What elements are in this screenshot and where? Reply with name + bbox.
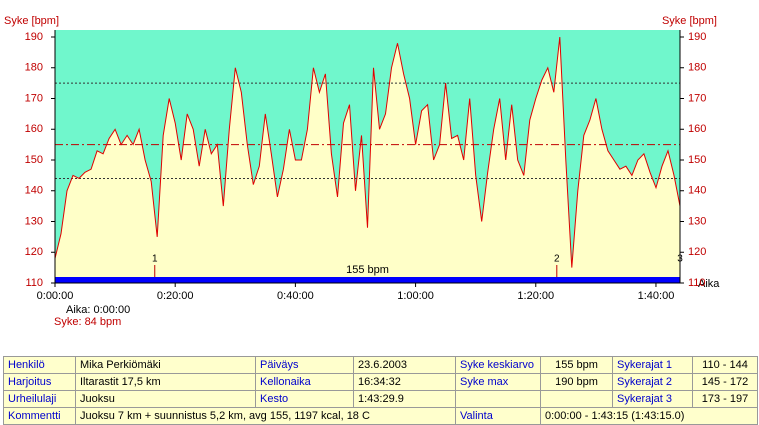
cell: 1:43:29.9 [353, 390, 456, 408]
cell: 145 - 172 [692, 373, 758, 391]
y-tick-label: 170 [25, 92, 43, 104]
y2-tick-label: 170 [688, 92, 706, 104]
cell: 16:34:32 [353, 373, 456, 391]
y2-tick-label: 140 [688, 185, 706, 197]
average-label: 155 bpm [346, 264, 389, 276]
cell [455, 390, 541, 408]
cell: Iltarastit 17,5 km [75, 373, 256, 391]
cursor-time: Aika: 0:00:00 [66, 304, 130, 316]
y-tick-label: 110 [25, 277, 43, 289]
y2-tick-label: 130 [688, 215, 706, 227]
cell: Urheilulaji [3, 390, 76, 408]
x-tick-label: 1:40:00 [638, 290, 675, 302]
cell: Syke max [455, 373, 541, 391]
y2-tick-label: 190 [688, 31, 706, 43]
cell: Kesto [255, 390, 354, 408]
cell: 155 bpm [540, 356, 613, 374]
cell: Sykerajat 3 [612, 390, 693, 408]
lap-label: 1 [152, 254, 158, 265]
y-tick-label: 130 [25, 215, 43, 227]
info-table: Henkilö Mika Perkiömäki Päiväys 23.6.2003 … [3, 356, 758, 425]
cell: Syke keskiarvo [455, 356, 541, 374]
x-tick-label: 0:00:00 [37, 290, 74, 302]
x-tick-label: 0:40:00 [277, 290, 314, 302]
cell: Päiväys [255, 356, 354, 374]
y2-tick-label: 110 [688, 277, 706, 289]
y-tick-label: 160 [25, 123, 43, 135]
lap-label: 2 [554, 254, 560, 265]
y-tick-label: 150 [25, 154, 43, 166]
y2-tick-label: 160 [688, 123, 706, 135]
cell: 190 bpm [540, 373, 613, 391]
cell: Sykerajat 2 [612, 373, 693, 391]
cell: 173 - 197 [692, 390, 758, 408]
y-axis-label: Syke [bpm] [4, 15, 59, 27]
cell: Harjoitus [3, 373, 76, 391]
row: Urheilulaji Juoksu Kesto 1:43:29.9 Sykeraj… [3, 390, 758, 408]
row: Henkilö Mika Perkiömäki Päiväys 23.6.2003 … [3, 356, 758, 374]
y2-tick-label: 180 [688, 62, 706, 74]
y-tick-label: 140 [25, 185, 43, 197]
cell: 23.6.2003 [353, 356, 456, 374]
y2-tick-label: 150 [688, 154, 706, 166]
x-axis-label: Aika [698, 278, 720, 290]
chart: Syke [bpm] Syke [bpm] Aika Aika: 0:00:00… [4, 15, 720, 328]
cell: Sykerajat 1 [612, 356, 693, 374]
cell: Valinta [455, 407, 541, 425]
line [54, 36, 681, 268]
y-tick-label: 190 [25, 31, 43, 43]
cell: Juoksu [75, 390, 256, 408]
y-tick-label: 180 [25, 62, 43, 74]
x-tick-label: 1:20:00 [517, 290, 554, 302]
cell: Juoksu 7 km + suunnistus 5,2 km, avg 155… [75, 407, 456, 425]
cell: 110 - 144 [692, 356, 758, 374]
y2-tick-label: 120 [688, 246, 706, 258]
area [55, 37, 680, 283]
x-tick-label: 1:00:00 [397, 290, 434, 302]
x-tick-label: 0:20:00 [157, 290, 194, 302]
average-bar [55, 277, 680, 283]
cell: Kellonaika [255, 373, 354, 391]
cell: Mika Perkiömäki [75, 356, 256, 374]
cursor-hr: Syke: 84 bpm [54, 316, 121, 328]
cell: Henkilö [3, 356, 76, 374]
cell [540, 390, 613, 408]
y2-axis-label: Syke [bpm] [662, 15, 717, 27]
row: Harjoitus Iltarastit 17,5 km Kellonaika 16… [3, 373, 758, 391]
y-tick-label: 120 [25, 246, 43, 258]
